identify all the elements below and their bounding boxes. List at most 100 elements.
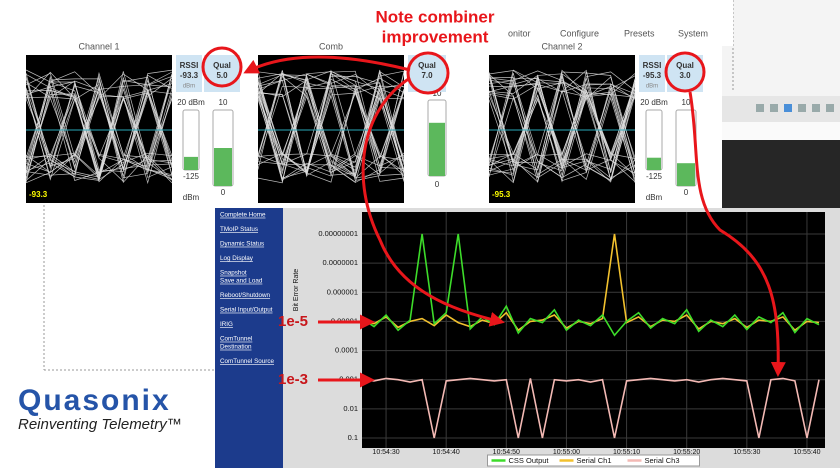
sidebar-link[interactable]: Dynamic Status [220, 241, 264, 248]
scale-label: 0 [221, 188, 226, 197]
plot-area [362, 212, 825, 448]
eye-trace [488, 73, 636, 178]
eye-trace [257, 71, 405, 179]
eye-trace [25, 71, 173, 183]
eye-trace [25, 86, 173, 172]
scale-label: 0 [684, 188, 689, 197]
qual-value: 3.0 [679, 71, 691, 80]
rssi-label: RSSI [180, 61, 199, 70]
meter-fill [214, 148, 232, 186]
x-tick-label: 10:55:10 [613, 449, 640, 456]
sidebar-link[interactable]: IRIG [220, 321, 233, 328]
scale-label: -125 [646, 172, 663, 181]
sidebar-link[interactable]: Log Display [220, 255, 254, 262]
eye-trace [488, 73, 636, 182]
sidebar-link[interactable]: Destination [220, 344, 252, 351]
annotation-arrows [201, 46, 786, 388]
scale-label: 10 [433, 89, 442, 98]
sidebar-link[interactable]: TMoIP Status [220, 226, 258, 233]
toolbar-icons [756, 104, 834, 112]
eye-trace [257, 84, 405, 183]
scale-label: 10 [219, 98, 228, 107]
meter-fill [647, 157, 661, 170]
eye-trace [257, 73, 405, 176]
series-line [361, 233, 820, 337]
qual-value: 7.0 [421, 71, 433, 80]
x-tick-label: 10:54:30 [372, 449, 399, 456]
sidebar-link[interactable]: ComTunnel [220, 336, 252, 343]
x-tick-label: 10:55:40 [793, 449, 820, 456]
eye-trace [257, 77, 405, 182]
rssi-box [176, 55, 202, 92]
eye-trace [488, 69, 636, 183]
rssi-unit: dBm [646, 84, 658, 90]
eye-trace [25, 77, 173, 171]
y-tick-label: 0.000001 [327, 287, 358, 296]
rssi-box [639, 55, 665, 92]
legend-label: Serial Ch1 [577, 456, 612, 465]
eye-trace [488, 71, 636, 163]
channel-title: Comb [319, 41, 343, 51]
sidebar-link[interactable]: Complete Home [220, 212, 266, 219]
eye-trace [257, 82, 405, 174]
scale-label: dBm [646, 193, 663, 202]
y-tick-label: 0.0001 [335, 346, 358, 355]
qual-label: Qual [213, 61, 231, 70]
rssi-value: -93.3 [180, 71, 199, 80]
sidebar-link[interactable]: Save and Load [220, 278, 263, 285]
eye-value: -93.3 [29, 190, 48, 199]
meter-fill [184, 156, 198, 170]
eye-trace [257, 70, 405, 171]
eye-trace [488, 76, 636, 184]
rssi-label: RSSI [643, 61, 662, 70]
eye-trace [25, 73, 173, 179]
scale-label: -125 [183, 172, 200, 181]
nav-item[interactable]: onitor [508, 28, 531, 38]
nav-item[interactable]: Configure [560, 28, 599, 38]
y-axis-title: Bit Error Rate [293, 269, 300, 312]
nav-item[interactable]: System [678, 28, 708, 38]
rssi-unit: dBm [183, 84, 195, 90]
eye-trace [25, 72, 173, 185]
sidebar-link[interactable]: ComTunnel Source [220, 358, 275, 365]
eye-trace [257, 69, 405, 176]
eye-trace [488, 82, 636, 177]
eye-trace [488, 75, 636, 157]
y-tick-label: 0.0000001 [323, 258, 358, 267]
x-tick-label: 10:55:20 [673, 449, 700, 456]
y-tick-label: 0.01 [343, 404, 358, 413]
browser-toolbar [722, 96, 840, 122]
sidebar-link[interactable]: Reboot/Shutdown [220, 292, 271, 299]
dark-area [722, 140, 840, 210]
scale-label: 20 dBm [640, 98, 668, 107]
rssi-value: -95.3 [643, 71, 662, 80]
annotation: Note combiner [375, 7, 494, 26]
eye-trace [488, 72, 636, 172]
meter-fill [677, 163, 695, 186]
qual-value: 5.0 [216, 71, 228, 80]
meter-fill [429, 122, 445, 176]
eye-trace [488, 72, 636, 181]
eye-trace [488, 91, 636, 183]
series-line [361, 377, 820, 439]
nav-item[interactable]: Presets [624, 28, 655, 38]
qual-label: Qual [676, 61, 694, 70]
eye-trace [488, 82, 636, 184]
scale-label: dBm [183, 193, 200, 202]
scale-label: 20 dBm [177, 98, 205, 107]
channel-title: Channel 2 [541, 41, 582, 51]
eye-trace [488, 71, 636, 176]
channel-title: Channel 1 [78, 41, 119, 51]
logo-name: Quasonix [18, 384, 171, 417]
nav-bar [0, 0, 733, 46]
y-tick-label: 0.1 [348, 433, 358, 442]
scale-label: 0 [435, 180, 440, 189]
eye-trace [25, 76, 173, 177]
scale-label: 10 [682, 98, 691, 107]
sidebar-link[interactable]: Serial Input/Output [220, 307, 273, 314]
x-tick-label: 10:54:50 [493, 449, 520, 456]
x-tick-label: 10:55:00 [553, 449, 580, 456]
sidebar-link[interactable]: Snapshot [220, 270, 247, 277]
browser-tabbar [722, 122, 840, 140]
